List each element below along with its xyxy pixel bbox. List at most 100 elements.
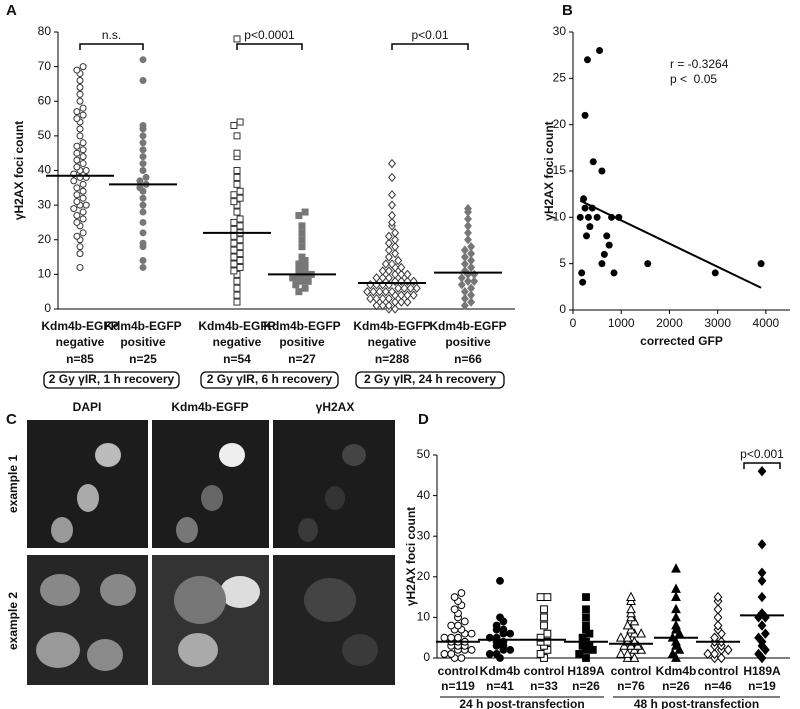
data-point: [711, 269, 719, 277]
data-point: [467, 248, 476, 259]
data-point: [366, 293, 375, 304]
data-point: [236, 215, 244, 223]
data-point: [671, 603, 681, 614]
n-label: n=85: [66, 352, 94, 366]
nucleus: [95, 443, 121, 467]
data-point: [671, 591, 681, 601]
y-tick-label: 40: [38, 163, 52, 177]
data-point: [139, 201, 147, 209]
data-point: [671, 563, 681, 573]
data-point: [73, 212, 81, 220]
data-point: [610, 269, 618, 277]
data-point: [76, 132, 84, 140]
data-point: [136, 184, 144, 192]
data-point: [540, 605, 548, 614]
data-point: [713, 620, 723, 631]
data-point: [575, 650, 584, 658]
data-point: [375, 287, 384, 297]
data-point: [391, 297, 400, 307]
data-point: [139, 194, 147, 202]
data-point: [73, 198, 81, 206]
nucleus: [87, 639, 123, 671]
data-point: [467, 645, 476, 654]
data-point: [622, 648, 633, 658]
data-point: [388, 200, 396, 210]
data-point: [467, 283, 476, 293]
y-tick-label: 10: [38, 267, 52, 281]
data-point: [372, 293, 381, 304]
data-point: [450, 593, 459, 601]
data-point: [671, 611, 681, 622]
data-point: [409, 290, 418, 300]
significance-label: p<0.0001: [244, 28, 295, 42]
y-tick-label: 40: [417, 488, 431, 502]
data-point: [384, 293, 393, 304]
data-point: [761, 628, 770, 639]
y-tick-label: 20: [38, 232, 52, 246]
nucleus: [178, 633, 218, 667]
data-point: [644, 260, 652, 268]
data-point: [626, 591, 636, 601]
data-point: [757, 591, 767, 603]
data-point: [73, 156, 81, 164]
n-label: n=26: [662, 679, 690, 693]
data-point: [301, 263, 309, 271]
n-label: n=26: [572, 679, 600, 693]
condition-label: 48 h post-transfection: [634, 697, 759, 709]
data-point: [536, 650, 545, 658]
data-point: [378, 273, 387, 283]
y-tick-label: 70: [38, 59, 52, 73]
annotation: p < 0.05: [670, 72, 717, 86]
y-tick-label: 5: [559, 256, 566, 270]
data-point: [295, 267, 303, 275]
data-point: [73, 191, 81, 199]
y-tick-label: 10: [553, 210, 567, 224]
data-point: [136, 177, 144, 185]
data-point: [457, 280, 466, 290]
data-point: [598, 167, 606, 175]
data-point: [576, 213, 584, 221]
data-point: [301, 284, 309, 292]
condition-box: [355, 371, 505, 389]
data-point: [79, 63, 87, 71]
panel-label: B: [562, 2, 573, 19]
n-label: n=33: [530, 679, 558, 693]
data-point: [73, 218, 81, 226]
data-point: [440, 633, 449, 642]
data-point: [76, 125, 84, 133]
data-point: [236, 236, 244, 244]
data-point: [467, 629, 476, 638]
y-axis-label: γH2AX foci count: [404, 507, 418, 606]
data-point: [586, 223, 594, 231]
data-point: [388, 210, 396, 221]
data-point: [73, 184, 81, 192]
n-label: n=54: [223, 352, 251, 366]
data-point: [298, 253, 306, 261]
data-point: [723, 644, 733, 656]
data-point: [397, 297, 406, 307]
data-point: [388, 217, 396, 228]
data-point: [703, 648, 713, 660]
data-point: [447, 633, 456, 642]
condition-label: 2 Gy γIR, 6 h recovery: [207, 372, 333, 386]
data-point: [236, 118, 244, 126]
n-label: n=41: [486, 679, 514, 693]
data-point: [139, 218, 147, 226]
data-point: [460, 252, 469, 262]
data-point: [70, 177, 78, 185]
data-point: [233, 208, 241, 216]
data-point: [79, 229, 87, 237]
data-point: [139, 153, 147, 161]
x-tick-label: control: [438, 664, 479, 678]
data-point: [388, 287, 396, 297]
x-axis-label: corrected GFP: [640, 334, 723, 348]
x-tick-label: 2000: [656, 316, 683, 330]
data-point: [372, 300, 381, 311]
nucleus: [77, 484, 99, 512]
data-point: [467, 290, 476, 300]
y-tick-label: 50: [417, 447, 431, 461]
data-point: [139, 257, 147, 265]
nucleus: [176, 517, 198, 543]
nucleus: [325, 486, 345, 510]
data-point: [236, 222, 244, 230]
